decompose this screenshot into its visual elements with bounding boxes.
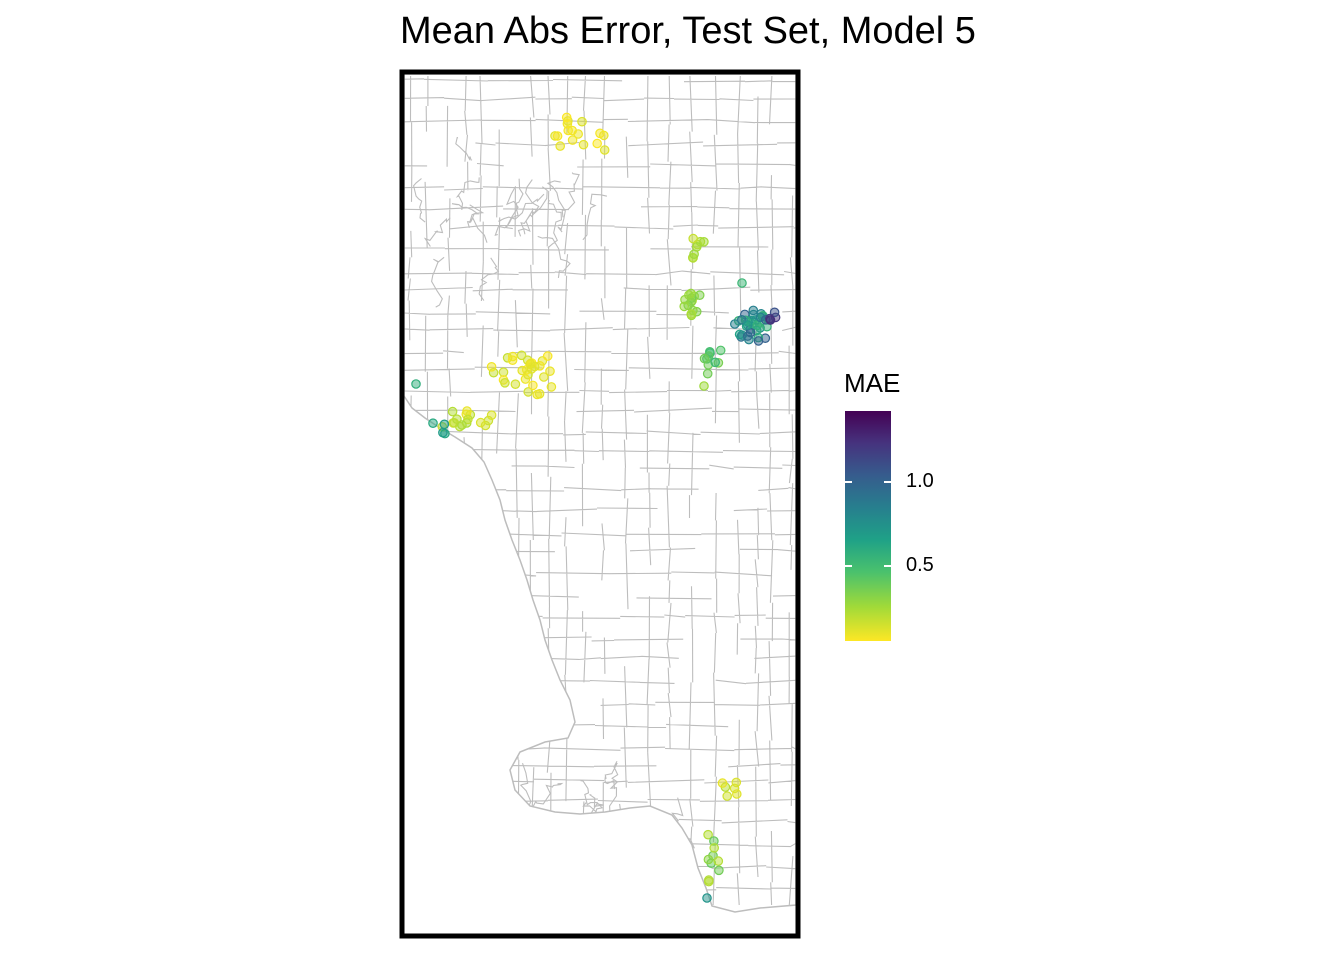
legend-colorbar <box>845 411 891 641</box>
mae-point <box>699 381 709 391</box>
mae-point <box>439 419 450 430</box>
mae-point <box>428 418 438 428</box>
mae-point <box>694 290 705 300</box>
mae-point <box>686 288 696 299</box>
chart-title: Mean Abs Error, Test Set, Model 5 <box>400 10 976 52</box>
mae-point <box>567 125 577 136</box>
mae-point <box>702 893 712 903</box>
mae-point <box>507 351 518 362</box>
legend-tick-right-1 <box>884 481 891 483</box>
mae-point <box>475 417 486 428</box>
mae-point <box>710 357 720 368</box>
mae-point <box>567 135 578 145</box>
mae-point <box>523 387 533 397</box>
mae-point <box>769 307 780 318</box>
map-frame <box>399 69 801 939</box>
mae-point <box>542 351 553 361</box>
mae-point <box>595 128 605 139</box>
legend-tick-left-1 <box>845 481 852 483</box>
mae-point <box>592 138 602 149</box>
mae-points <box>411 112 781 903</box>
mae-point <box>486 361 497 372</box>
mae-point <box>709 843 719 853</box>
mae-point <box>447 406 458 417</box>
mae-point <box>463 414 473 425</box>
mae-point <box>715 345 726 356</box>
mae-point <box>731 789 742 799</box>
mae-point <box>532 389 542 400</box>
mae-point <box>500 377 510 388</box>
legend-tick-right-2 <box>884 565 891 567</box>
mae-point <box>516 350 527 361</box>
mae-point <box>686 309 696 319</box>
mae-point <box>765 315 776 325</box>
mae-point <box>517 365 527 376</box>
mae-point <box>689 249 699 259</box>
mae-point <box>528 380 538 391</box>
mae-point <box>561 112 572 123</box>
mae-point <box>703 876 714 887</box>
mae-point <box>452 414 462 424</box>
mae-point <box>438 427 448 438</box>
legend-label-2: 0.5 <box>906 554 934 576</box>
mae-point <box>748 305 759 316</box>
mae-point <box>510 379 521 389</box>
mae-point <box>688 233 698 244</box>
mae-point <box>411 379 421 389</box>
mae-point <box>737 278 747 288</box>
mae-point <box>699 237 709 247</box>
mae-point <box>736 314 747 325</box>
mae-point <box>552 131 563 141</box>
mae-point <box>599 145 610 155</box>
mae-point <box>520 374 531 384</box>
mae-point <box>486 410 497 420</box>
mae-point <box>713 856 724 866</box>
mae-point <box>717 778 728 788</box>
legend-label-1: 1.0 <box>906 470 934 492</box>
mae-point <box>577 116 587 127</box>
mae-point <box>462 406 472 416</box>
mae-point <box>714 865 724 876</box>
mae-point <box>578 139 589 150</box>
mae-point <box>703 829 713 840</box>
legend-tick-left-2 <box>845 565 852 567</box>
mae-point <box>546 382 557 392</box>
mae-point <box>742 331 753 341</box>
mae-point <box>753 336 764 346</box>
mae-point <box>703 854 714 865</box>
mae-point <box>699 353 710 364</box>
mae-point <box>555 141 565 151</box>
mae-point <box>679 301 689 312</box>
mae-point <box>742 320 753 330</box>
mae-point <box>526 364 537 374</box>
tract-boundaries <box>404 75 796 906</box>
legend-title: MAE <box>844 368 901 398</box>
mae-point <box>538 372 549 382</box>
mae-point <box>545 366 555 376</box>
mae-point <box>722 791 732 801</box>
mae-point <box>729 319 740 329</box>
mae-point <box>702 368 713 379</box>
